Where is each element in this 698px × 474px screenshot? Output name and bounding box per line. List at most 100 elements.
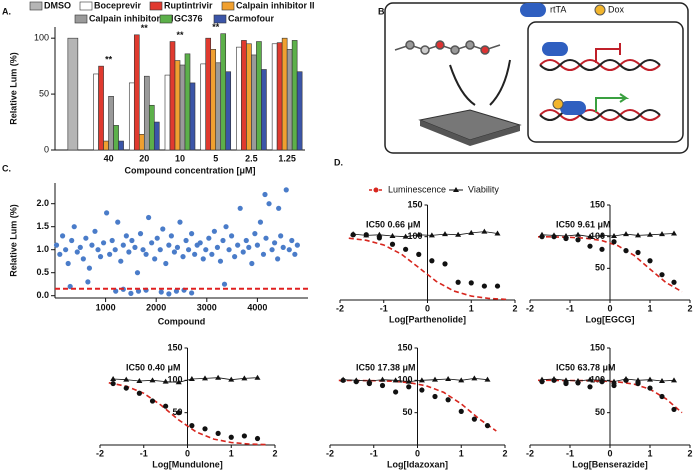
legend-swatch: [159, 14, 173, 24]
y-tick-label: 1.5: [36, 221, 49, 231]
x-tick-label: 10: [175, 153, 185, 163]
legend-swatch: [213, 14, 227, 24]
viability-line: [541, 233, 675, 238]
legend-swatch: [29, 1, 43, 11]
bar: [215, 62, 222, 151]
point: [257, 219, 264, 225]
viability-point: [611, 378, 617, 384]
viability-point: [136, 377, 143, 383]
x-tick-label: 40: [104, 153, 114, 163]
viability-point: [442, 231, 448, 237]
x-tick-label: -2: [326, 448, 334, 458]
point: [59, 233, 66, 239]
ic50-label: IC50 0.66 μM: [366, 219, 421, 229]
viability-point: [647, 376, 653, 382]
rtta: [560, 101, 586, 115]
point: [163, 260, 169, 267]
x-tick-label: 20: [139, 153, 149, 163]
point: [168, 233, 174, 239]
viability-point: [623, 231, 629, 237]
point: [272, 240, 278, 246]
point: [260, 251, 267, 257]
bar: [148, 104, 155, 151]
point: [197, 240, 203, 246]
bar: [205, 37, 212, 151]
panel-label: B.: [378, 6, 387, 16]
viability-point: [340, 376, 347, 382]
legend-label: Boceprevir: [94, 0, 142, 10]
viability-point: [353, 377, 360, 383]
point: [249, 260, 255, 267]
viability-line: [113, 377, 258, 383]
point: [115, 219, 121, 225]
x-tick-label: 0: [185, 448, 190, 458]
x-tick-label: -1: [566, 303, 574, 313]
point: [109, 237, 115, 244]
dox-icon: [594, 4, 606, 16]
point: [262, 191, 268, 198]
luminescence-point: [406, 384, 412, 390]
luminescence-point: [635, 249, 641, 256]
legend-marker: [453, 187, 459, 192]
x-tick-label: 1: [229, 448, 234, 458]
x-tick-label: 2: [687, 448, 692, 458]
luminescence-point: [587, 243, 593, 249]
viability-point: [471, 375, 478, 381]
bar: [98, 65, 104, 151]
viability-point: [587, 376, 593, 382]
point: [214, 244, 221, 250]
point: [223, 224, 229, 230]
x-tick-label: -2: [526, 303, 534, 313]
bar: [143, 75, 150, 151]
x-tick-label: -2: [336, 303, 344, 313]
ic50-label: IC50 17.38 μM: [356, 362, 416, 372]
x-tick-label: 1: [469, 303, 474, 313]
bar: [276, 42, 283, 151]
bar: [133, 34, 140, 151]
x-tick-label: 2: [687, 303, 692, 313]
luminescence-point: [149, 398, 156, 404]
point: [97, 254, 104, 260]
legend-label: DMSO: [44, 0, 71, 10]
bar: [103, 140, 109, 151]
dna: [539, 43, 661, 121]
luminescence-point: [442, 261, 448, 267]
legend-swatch: [221, 1, 235, 11]
ic50-label: IC50 0.40 μM: [126, 362, 181, 372]
point: [185, 247, 192, 253]
point: [237, 205, 243, 211]
point: [246, 244, 252, 250]
legend-label: Calpain inhibitor II: [236, 0, 315, 10]
y-tick-label: 150: [167, 342, 182, 352]
x-tick-label: -1: [380, 303, 388, 313]
point: [211, 228, 217, 234]
x-tick-label: 0: [425, 303, 430, 313]
x-tick-label: 4000: [247, 302, 267, 312]
x-axis-label: Log[Parthenolide]: [389, 314, 466, 324]
bar: [296, 71, 303, 151]
bar: [261, 69, 267, 151]
x-tick-label: 1000: [96, 302, 116, 312]
point: [143, 251, 149, 257]
point: [200, 256, 206, 262]
annotation: **: [176, 30, 184, 40]
luminescence-point: [419, 387, 425, 393]
bar: [179, 64, 186, 151]
bar: [128, 82, 135, 151]
panel-label: D.: [334, 157, 343, 167]
annotation: **: [105, 55, 113, 65]
point: [171, 249, 178, 255]
x-tick-label: -1: [566, 448, 574, 458]
point: [203, 247, 209, 253]
viability-line: [353, 231, 498, 238]
point: [118, 258, 124, 264]
viability-point: [202, 375, 208, 381]
luminescence-point: [611, 239, 617, 245]
x-tick-label: -2: [526, 448, 534, 458]
bar: [251, 54, 257, 151]
viability-point: [162, 378, 169, 384]
annotation: **: [212, 22, 220, 32]
panel-label: A.: [2, 6, 11, 16]
viability-point: [455, 231, 462, 237]
